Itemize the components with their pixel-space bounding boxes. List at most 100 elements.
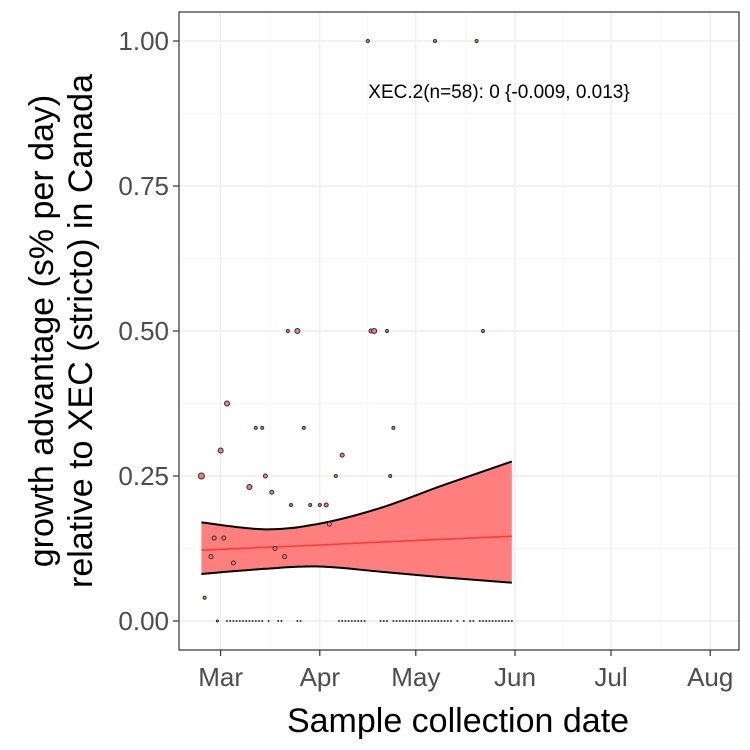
y-tick-label: 1.00 xyxy=(118,26,169,56)
data-point-zero xyxy=(398,620,401,622)
data-point-zero xyxy=(450,620,452,622)
data-point xyxy=(391,425,396,430)
y-axis-title-line1: growth advantage (s% per day) xyxy=(23,95,61,567)
data-point-zero xyxy=(238,620,241,622)
data-point-zero xyxy=(456,620,459,622)
y-axis: 0.00 0.25 0.50 0.75 1.00 xyxy=(118,26,179,636)
data-point-zero xyxy=(418,620,420,622)
ribbon-lower-edge xyxy=(201,565,512,584)
data-point-zero xyxy=(424,620,427,622)
data-point-zero xyxy=(395,620,398,622)
data-point-zero xyxy=(414,620,417,622)
x-tick-label: Apr xyxy=(300,662,341,692)
data-point xyxy=(272,546,278,551)
fit-line xyxy=(201,535,512,551)
data-point xyxy=(208,554,214,560)
ribbon-upper-edge xyxy=(201,460,513,531)
data-point-zero xyxy=(232,620,235,622)
data-point xyxy=(289,503,293,507)
data-point-zero xyxy=(443,620,446,622)
data-point xyxy=(339,452,345,458)
data-point xyxy=(269,489,275,495)
data-point-zero xyxy=(363,620,366,622)
data-point-zero xyxy=(446,620,449,622)
data-point-zero xyxy=(488,620,491,622)
data-point-zero xyxy=(472,620,475,622)
data-point-zero xyxy=(248,620,251,622)
data-point-zero xyxy=(229,620,232,622)
data-point-zero xyxy=(440,620,443,622)
data-point-zero xyxy=(357,620,360,622)
data-point-zero xyxy=(350,620,353,622)
y-tick-label: 0.50 xyxy=(118,316,169,346)
data-point-zero xyxy=(491,620,494,622)
data-point-zero xyxy=(280,620,283,622)
data-point-zero xyxy=(382,620,385,622)
data-point xyxy=(323,502,329,508)
data-point xyxy=(285,329,290,333)
data-point-zero xyxy=(494,620,497,622)
data-point-zero xyxy=(427,620,430,622)
data-point-zero xyxy=(501,620,504,622)
data-point-zero xyxy=(485,620,488,622)
data-point xyxy=(215,619,219,623)
data-point-zero xyxy=(299,620,302,622)
data-point-zero xyxy=(258,620,260,622)
data-point xyxy=(221,535,227,541)
data-point-zero xyxy=(296,620,299,622)
data-point xyxy=(481,329,485,333)
confidence-ribbon xyxy=(201,460,513,584)
data-point-zero xyxy=(245,620,248,622)
zero-data-points xyxy=(226,620,513,622)
data-point-zero xyxy=(478,620,481,622)
x-axis: Mar Apr May Jun Jul Aug xyxy=(198,650,733,692)
data-point-zero xyxy=(360,620,363,622)
data-point xyxy=(371,328,378,334)
x-tick-label: Jul xyxy=(594,662,627,692)
data-point xyxy=(260,425,265,430)
data-point xyxy=(326,521,332,527)
data-point xyxy=(365,39,370,43)
data-point-zero xyxy=(254,620,257,622)
x-tick-label: Jun xyxy=(494,662,536,692)
data-points xyxy=(197,39,485,623)
x-tick-label: May xyxy=(391,662,440,692)
y-tick-label: 0.25 xyxy=(118,461,169,491)
data-point-zero xyxy=(434,620,436,622)
data-point xyxy=(385,329,389,333)
data-point-zero xyxy=(462,620,465,622)
data-point xyxy=(230,560,236,566)
x-tick-label: Mar xyxy=(198,662,243,692)
data-point-zero xyxy=(437,620,440,622)
data-point xyxy=(433,39,437,43)
data-point-zero xyxy=(482,620,484,622)
data-point xyxy=(301,425,306,430)
data-point-zero xyxy=(402,620,404,622)
data-point xyxy=(246,484,253,491)
data-point-zero xyxy=(347,620,350,622)
data-point-zero xyxy=(251,620,254,622)
ribbon-area xyxy=(201,461,512,583)
x-tick-label: Aug xyxy=(687,662,733,692)
data-point xyxy=(308,503,313,507)
y-axis-title-line2: relative to XEC (stricto) in Canada xyxy=(62,74,100,588)
x-axis-title: Sample collection date xyxy=(287,702,629,740)
y-tick-label: 0.00 xyxy=(118,606,169,636)
data-point xyxy=(474,39,479,43)
data-point-zero xyxy=(504,620,507,622)
data-point-zero xyxy=(226,620,228,622)
data-point-zero xyxy=(344,620,347,622)
data-point xyxy=(317,503,322,507)
data-point xyxy=(211,535,217,541)
data-point-zero xyxy=(510,620,513,622)
data-point-zero xyxy=(341,620,344,622)
data-point xyxy=(388,474,393,478)
data-point xyxy=(197,472,205,480)
data-point-zero xyxy=(498,620,500,622)
data-point xyxy=(333,474,338,478)
data-point xyxy=(217,447,224,454)
data-point-zero xyxy=(261,620,264,622)
data-point xyxy=(262,473,268,479)
data-point-zero xyxy=(267,620,270,622)
data-point-zero xyxy=(379,620,382,622)
